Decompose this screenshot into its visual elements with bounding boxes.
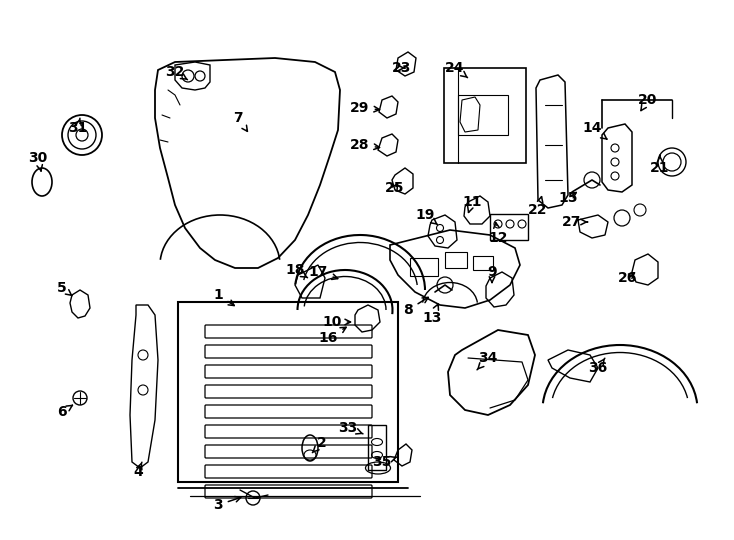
Bar — [178, 302, 398, 482]
Text: 24: 24 — [446, 61, 468, 78]
Text: 33: 33 — [338, 421, 363, 435]
Text: 31: 31 — [68, 118, 87, 135]
Text: 25: 25 — [385, 181, 404, 195]
Bar — [368, 425, 386, 470]
Text: 4: 4 — [133, 462, 143, 479]
Text: 5: 5 — [57, 281, 72, 296]
Text: 34: 34 — [477, 351, 498, 370]
Text: 15: 15 — [559, 191, 578, 205]
Text: 2: 2 — [313, 436, 327, 453]
Text: 12: 12 — [488, 222, 508, 245]
Text: 35: 35 — [372, 455, 397, 469]
Text: 30: 30 — [29, 151, 48, 171]
Bar — [444, 68, 526, 163]
Text: 27: 27 — [562, 215, 587, 229]
Text: 10: 10 — [322, 315, 351, 329]
Text: 8: 8 — [403, 298, 428, 317]
Text: 22: 22 — [528, 197, 548, 217]
Bar — [490, 214, 528, 240]
Text: 11: 11 — [462, 195, 482, 213]
Text: 20: 20 — [639, 93, 658, 111]
Text: 3: 3 — [213, 497, 241, 512]
Text: 19: 19 — [415, 208, 437, 225]
Text: 9: 9 — [487, 265, 497, 282]
Text: 17: 17 — [308, 265, 338, 280]
Text: 16: 16 — [319, 327, 346, 345]
Text: 6: 6 — [57, 405, 73, 419]
Text: 29: 29 — [350, 101, 379, 115]
Text: 14: 14 — [582, 121, 607, 139]
Text: 26: 26 — [618, 271, 638, 285]
Text: 18: 18 — [286, 263, 308, 278]
Bar — [458, 95, 508, 135]
Text: 36: 36 — [589, 358, 608, 375]
Text: 13: 13 — [422, 304, 442, 325]
Text: 32: 32 — [165, 65, 187, 80]
Text: 7: 7 — [233, 111, 247, 131]
Bar — [410, 258, 438, 276]
Text: 23: 23 — [392, 61, 412, 75]
Text: 28: 28 — [350, 138, 379, 152]
Text: 1: 1 — [213, 288, 234, 306]
Text: 21: 21 — [650, 156, 669, 175]
Bar — [473, 256, 493, 270]
Bar — [445, 252, 467, 268]
